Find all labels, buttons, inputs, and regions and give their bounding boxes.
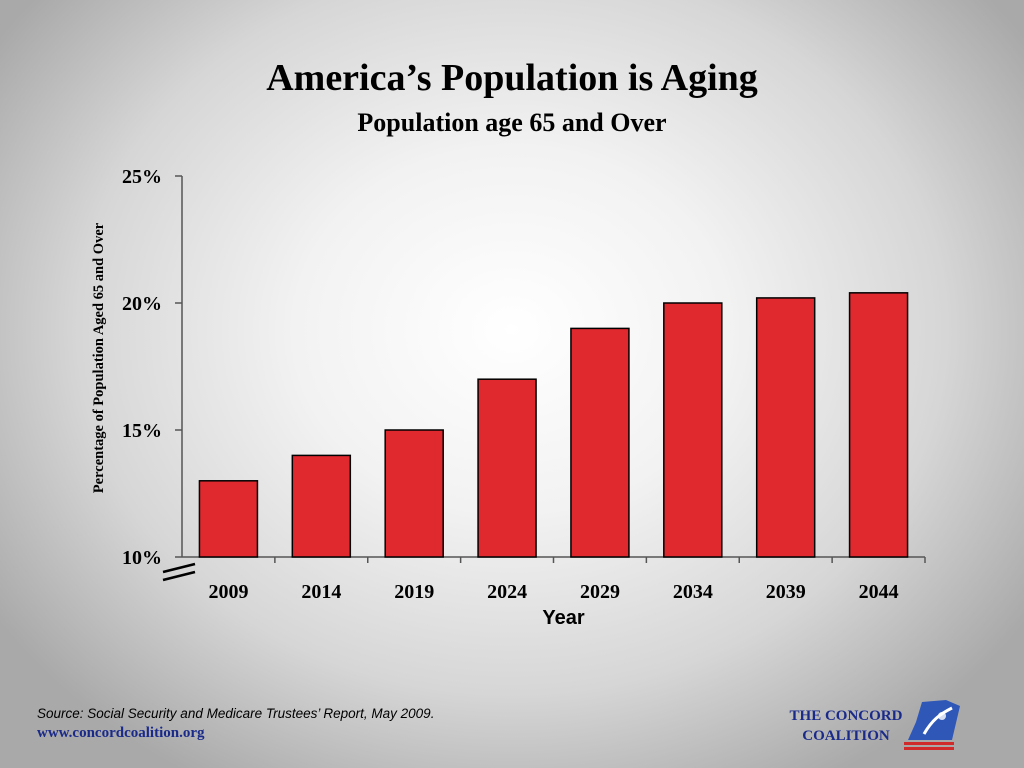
bar-2019 — [384, 429, 444, 558]
concord-coalition-logo: THE CONCORD COALITION — [776, 700, 966, 752]
axis-break-mark — [162, 562, 196, 574]
axis-break-mark — [162, 570, 196, 582]
bar-2024 — [477, 378, 537, 558]
y-tick-label: 15% — [122, 420, 162, 442]
y-tick-label: 25% — [122, 166, 162, 188]
x-tick-label: 2014 — [301, 581, 341, 603]
x-axis-label: Year — [542, 607, 584, 629]
population-bar-chart: 10% 15% 20% 25% 2009 2014 2019 2024 2029 2034 2039… — [91, 166, 926, 629]
source-note: Source: Social Security and Medicare Tru… — [37, 706, 435, 721]
x-tick-label: 2009 — [208, 581, 248, 603]
bar-2029 — [570, 327, 630, 558]
website-link[interactable]: www.concordcoalition.org — [37, 725, 205, 741]
bar-2034 — [663, 302, 723, 558]
x-tick-label: 2019 — [394, 581, 434, 603]
x-tick-label: 2029 — [580, 581, 620, 603]
logo-text: THE CONCORD COALITION — [776, 706, 916, 746]
x-tick-label: 2024 — [487, 581, 527, 603]
x-tick-label: 2039 — [766, 581, 806, 603]
bar-2039 — [755, 297, 816, 558]
y-axis-label: Percentage of Population Aged 65 and Ove… — [91, 222, 107, 493]
slide-title: America’s Population is Aging — [266, 57, 758, 99]
x-tick-label: 2034 — [673, 581, 713, 603]
bar-2014 — [291, 454, 352, 558]
y-tick-label: 20% — [122, 293, 162, 315]
slide-subtitle: Population age 65 and Over — [357, 108, 667, 137]
x-tick-label: 2044 — [859, 581, 899, 603]
bar-2044 — [848, 292, 909, 558]
bar-2009 — [198, 480, 259, 558]
y-tick-label: 10% — [122, 547, 162, 569]
new-hampshire-logo-icon — [904, 700, 960, 750]
logo-line-2: COALITION — [802, 728, 890, 744]
logo-line-1: THE CONCORD — [789, 708, 903, 724]
